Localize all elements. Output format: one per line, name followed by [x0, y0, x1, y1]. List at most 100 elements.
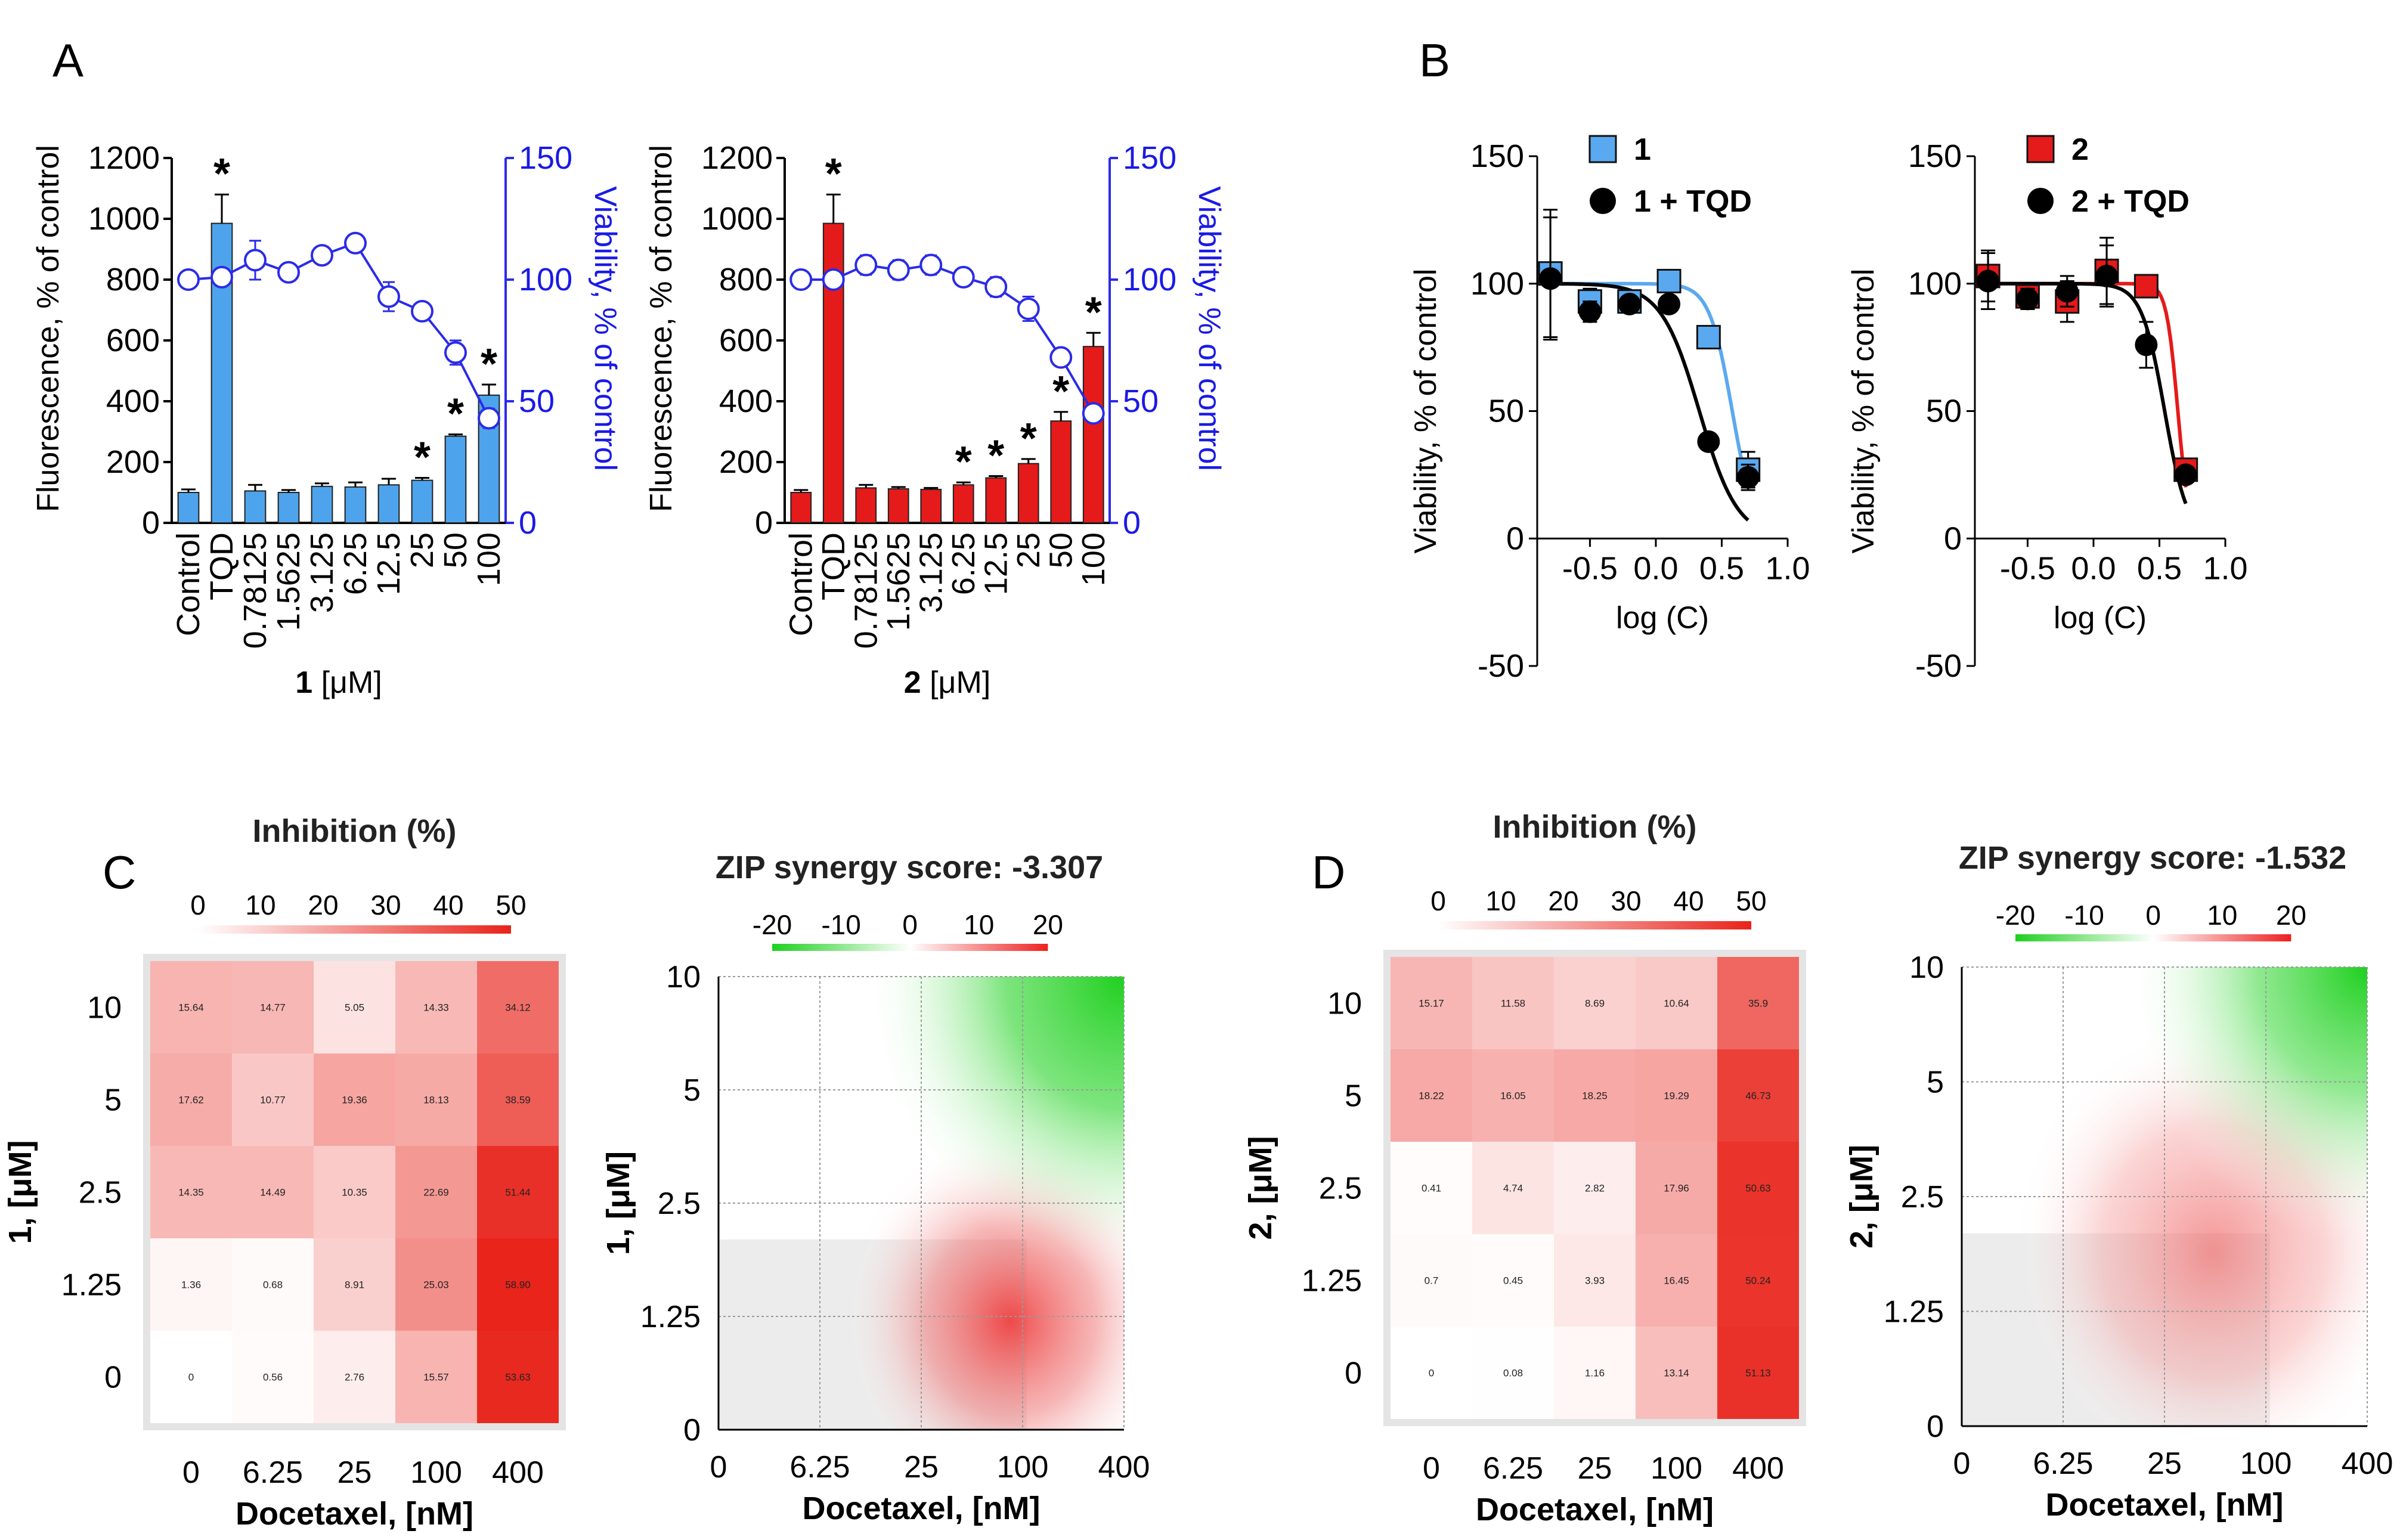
chart-b1-dose-response: -50 0 50 100 150 -0.5 0.0 0.5 1.0 log (C) Viabilit…: [1408, 132, 1810, 684]
significance-star: *: [1052, 368, 1069, 416]
x-tick-label: 12.5: [978, 532, 1014, 595]
color-scale-tick: 0: [902, 909, 918, 940]
chart-d-inhibition-heatmap: 15.17 11.58 8.69 10.64 35.9 18.22 16.05 18.25 19…: [1243, 809, 1806, 1527]
data-point-circle: [2016, 287, 2039, 311]
y-tick-label: 2.5: [1319, 1172, 1362, 1206]
color-scale-bar: [1438, 921, 1751, 929]
color-scale-tick: 30: [370, 890, 401, 921]
heatmap-cell: [1391, 957, 1472, 1049]
y-tick-label: 1200: [701, 140, 773, 176]
heatmap-cell: [477, 1331, 559, 1423]
heatmap-cell-value: 2.76: [345, 1372, 364, 1383]
viability-line: [801, 264, 1095, 414]
bar: [277, 492, 300, 523]
data-point-square: [2133, 274, 2159, 299]
bar: [887, 488, 909, 524]
x-tick-label: 6.25: [946, 532, 981, 595]
significance-star: *: [825, 150, 842, 198]
legend-label: 1 + TQD: [1634, 184, 1752, 219]
significance-star: *: [213, 150, 230, 198]
y-tick-label: 5: [1927, 1065, 1944, 1100]
x-tick-label: 0.0: [2071, 550, 2116, 586]
x-tick-label: 50: [1043, 532, 1079, 568]
heatmap-cell-value: 25.03: [423, 1279, 449, 1291]
y2-tick-label: 0: [1123, 505, 1141, 541]
y-tick-label: 0: [755, 505, 773, 541]
heatmap-cell: [232, 961, 314, 1053]
fit-curve: [1988, 281, 2188, 488]
panel-letter-a: A: [52, 34, 83, 86]
significance-star: *: [481, 340, 497, 388]
heatmap-cell: [1554, 1142, 1636, 1234]
heatmap-cell-value: 51.44: [505, 1187, 531, 1198]
heatmap-cell: [1717, 1327, 1799, 1419]
bar: [444, 435, 467, 524]
heatmap-cell-value: 1.36: [181, 1279, 201, 1291]
y-tick-label: 400: [106, 383, 160, 419]
y-tick-label: 1200: [88, 140, 160, 176]
color-scale-tick: 20: [2276, 900, 2306, 931]
heatmap-cell-value: 3.93: [1585, 1275, 1605, 1287]
heatmap-cell-value: 19.29: [1664, 1090, 1689, 1102]
y-tick-label: 100: [1470, 266, 1524, 302]
x-tick-label: 6.25: [337, 532, 373, 595]
heatmap-cell: [395, 1331, 477, 1423]
heatmap-cell-value: 2.82: [1585, 1183, 1605, 1194]
bar: [1082, 346, 1104, 523]
heatmap-cell: [477, 1146, 559, 1238]
heatmap-cell: [1472, 957, 1554, 1049]
heatmap-cell-value: 13.14: [1664, 1368, 1689, 1379]
x-tick-label: 6.25: [1483, 1451, 1543, 1486]
y-tick-label: 0: [142, 505, 160, 541]
heatmap-cell: [1554, 1234, 1636, 1327]
y-tick-label: 5: [104, 1083, 122, 1118]
y-tick-label: 200: [719, 444, 773, 480]
x-tick-label: 0: [182, 1455, 200, 1490]
x-tick-label: 100: [1076, 532, 1111, 586]
heatmap-cell-value: 10.64: [1664, 998, 1689, 1009]
heatmap-cell: [150, 1053, 232, 1146]
bar: [244, 490, 267, 524]
x-tick-label: 25: [1578, 1451, 1612, 1486]
legend-circle: [2027, 188, 2054, 214]
heatmap-cell-value: 14.35: [178, 1187, 204, 1198]
heatmap-cell: [395, 1238, 477, 1331]
y2-tick-label: 50: [519, 383, 555, 419]
y-tick-label: 0: [1927, 1409, 1944, 1444]
x-tick-label: Control: [171, 532, 206, 636]
x-axis-title: Docetaxel, [nM]: [1476, 1492, 1714, 1527]
heatmap-cell: [1472, 1327, 1554, 1419]
x-tick-label: 0: [1953, 1446, 1971, 1481]
x-tick-label: 100: [997, 1450, 1049, 1485]
y-axis-title: Viability, % of control: [1408, 269, 1443, 554]
viability-point: [952, 265, 975, 289]
color-scale-bar: [198, 925, 511, 934]
bar: [985, 477, 1007, 524]
viability-point: [277, 261, 300, 284]
x-tick-label: 0.78125: [848, 532, 884, 649]
x-tick-label: 0.5: [2137, 550, 2182, 586]
x-tick-label: 0.5: [1699, 550, 1744, 586]
heatmap-cell: [314, 1331, 395, 1423]
x-tick-label: -0.5: [1562, 550, 1618, 586]
y2-tick-label: 100: [519, 262, 572, 298]
heatmap-cell: [314, 1053, 395, 1146]
data-point-circle: [1697, 430, 1720, 453]
x-tick-label: 100: [471, 532, 507, 586]
x-axis-title-compound: 2: [904, 665, 921, 700]
color-scale-tick: -20: [753, 909, 792, 940]
color-scale-tick: -10: [2064, 900, 2104, 931]
bar: [920, 488, 942, 524]
y-tick-label: 2.5: [658, 1186, 701, 1221]
color-scale-tick: 40: [1673, 885, 1704, 916]
heatmap-cell-value: 8.69: [1585, 998, 1605, 1009]
bar: [311, 485, 333, 523]
heatmap-cell-value: 35.9: [1748, 998, 1768, 1009]
x-tick-label: 400: [2342, 1446, 2393, 1481]
heatmap-cell-value: 14.33: [423, 1002, 449, 1014]
legend-circle: [1590, 188, 1616, 214]
bar: [1050, 420, 1072, 524]
y-axis-title: 1, [μM]: [2, 1140, 38, 1244]
